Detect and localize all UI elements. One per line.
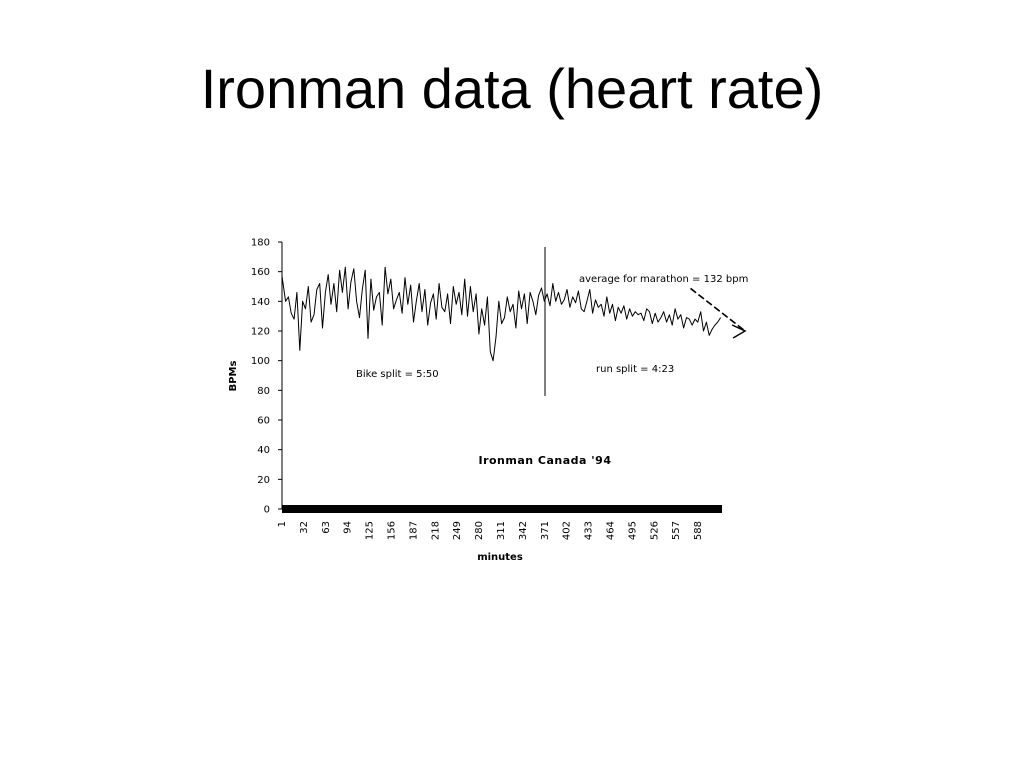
slide-title: Ironman data (heart rate)	[200, 57, 824, 120]
y-tick-label: 160	[251, 267, 270, 278]
x-tick-label: 94	[343, 521, 354, 534]
chart-series	[281, 266, 722, 362]
x-tick-label: 495	[627, 521, 638, 540]
x-tick-label: 342	[518, 521, 529, 540]
x-tick-label: 557	[671, 521, 682, 540]
chart-axes	[281, 242, 722, 513]
marathon-average-annotation: average for marathon = 132 bpm	[579, 274, 748, 285]
x-tick-label: 156	[387, 521, 398, 540]
heart-rate-series-line	[281, 266, 722, 362]
y-tick-label: 80	[257, 386, 270, 397]
trend-line	[690, 287, 746, 332]
run-split-annotation: run split = 4:23	[596, 364, 674, 375]
x-tick-label: 63	[321, 521, 332, 534]
x-tick-label: 125	[365, 521, 376, 540]
bike-split-annotation: Bike split = 5:50	[356, 369, 439, 380]
x-tick-label: 311	[496, 521, 507, 540]
x-tick-label: 588	[693, 521, 704, 540]
x-tick-label: 187	[408, 521, 419, 540]
x-axis-bar	[282, 505, 722, 513]
y-tick-label: 140	[251, 297, 270, 308]
y-axis-label: BPMs	[228, 361, 239, 392]
y-tick-label: 0	[264, 505, 270, 516]
x-tick-label: 526	[649, 521, 660, 540]
x-tick-label: 249	[452, 521, 463, 540]
chart-overlays	[544, 247, 747, 396]
trend-arrowhead	[731, 324, 747, 339]
y-tick-label: 20	[257, 475, 270, 486]
x-axis-label: minutes	[477, 552, 523, 563]
chart-title: Ironman Canada '94	[478, 454, 611, 467]
y-tick-label: 100	[251, 356, 270, 367]
y-tick-label: 120	[251, 327, 270, 338]
x-tick-label: 371	[540, 521, 551, 540]
y-tick-label: 60	[257, 416, 270, 427]
x-tick-label: 402	[562, 521, 573, 540]
x-tick-label: 218	[430, 521, 441, 540]
y-tick-label: 40	[257, 445, 270, 456]
x-tick-label: 1	[277, 521, 288, 527]
x-axis-ticks: 1 32 63 94 125 156 187 218 249 280 311 342 371 402 433…	[277, 521, 704, 540]
y-tick-label: 180	[251, 238, 270, 249]
x-tick-label: 280	[474, 521, 485, 540]
y-axis-ticks: 0 20 40 60 80 100 120 140 160 180	[251, 238, 282, 516]
x-tick-label: 32	[299, 521, 310, 534]
x-tick-label: 433	[584, 521, 595, 540]
x-tick-label: 464	[606, 521, 617, 540]
